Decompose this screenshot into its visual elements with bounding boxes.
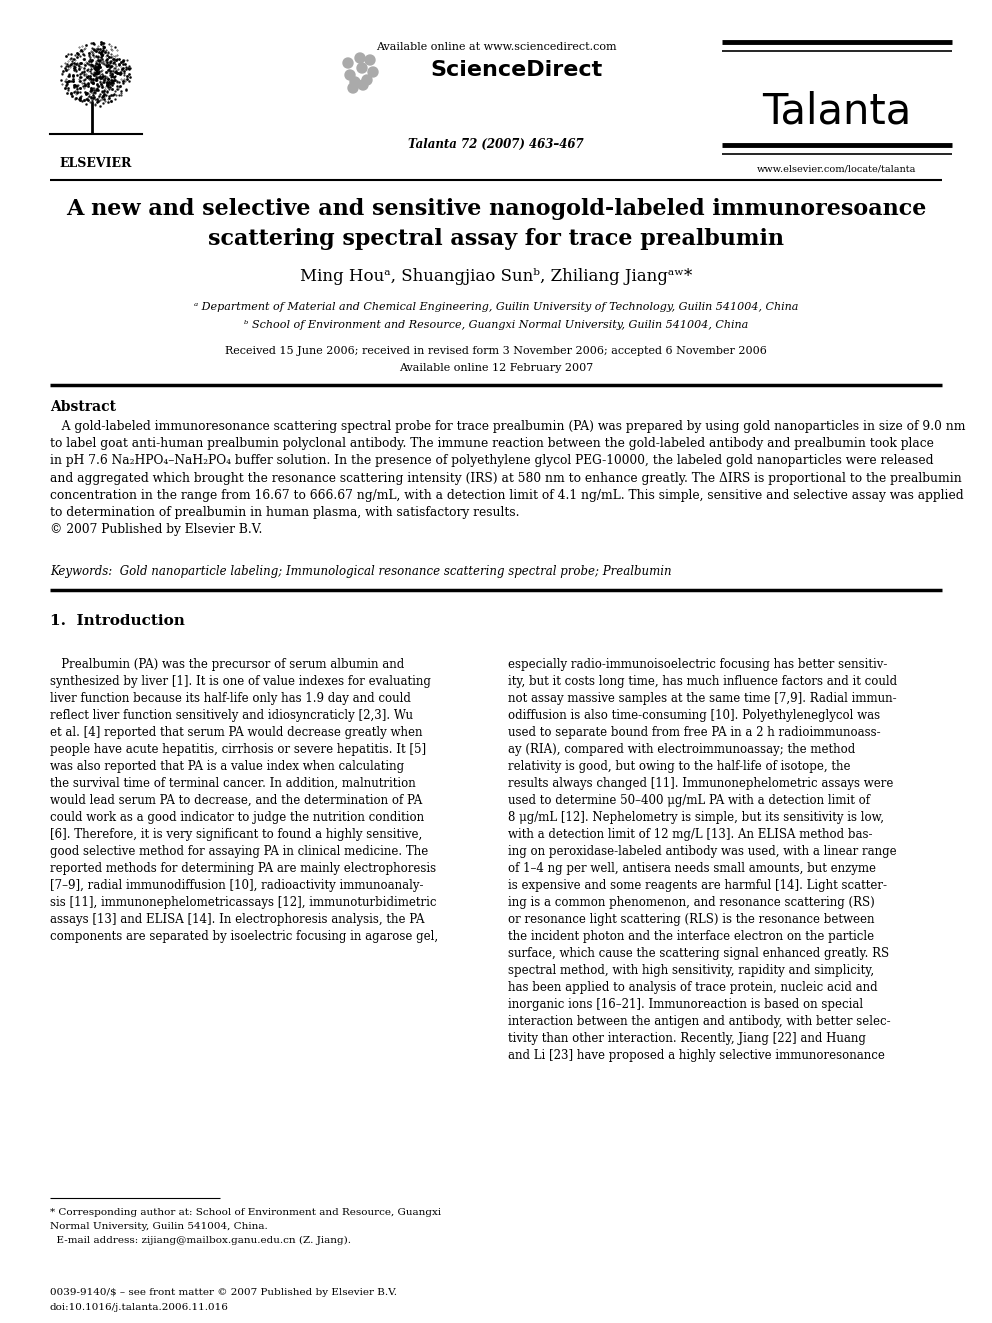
Text: ScienceDirect: ScienceDirect (430, 60, 602, 79)
Text: E-mail address: zijiang@mailbox.ganu.edu.cn (Z. Jiang).: E-mail address: zijiang@mailbox.ganu.edu… (50, 1236, 351, 1245)
Text: scattering spectral assay for trace prealbumin: scattering spectral assay for trace prea… (208, 228, 784, 250)
Circle shape (345, 70, 355, 79)
Text: especially radio-immunoisoelectric focusing has better sensitiv-
ity, but it cos: especially radio-immunoisoelectric focus… (508, 658, 897, 1062)
Text: Talanta: Talanta (763, 90, 912, 132)
Circle shape (365, 56, 375, 65)
Text: Talanta 72 (2007) 463–467: Talanta 72 (2007) 463–467 (408, 138, 584, 151)
Text: Available online at www.sciencedirect.com: Available online at www.sciencedirect.co… (376, 42, 616, 52)
Text: doi:10.1016/j.talanta.2006.11.016: doi:10.1016/j.talanta.2006.11.016 (50, 1303, 229, 1312)
Text: Normal University, Guilin 541004, China.: Normal University, Guilin 541004, China. (50, 1222, 268, 1230)
Text: ᵃ Department of Material and Chemical Engineering, Guilin University of Technolo: ᵃ Department of Material and Chemical En… (193, 302, 799, 312)
Text: Ming Houᵃ, Shuangjiao Sunᵇ, Zhiliang Jiangᵃʷ*: Ming Houᵃ, Shuangjiao Sunᵇ, Zhiliang Jia… (300, 269, 692, 284)
Circle shape (357, 64, 367, 73)
Text: 1.  Introduction: 1. Introduction (50, 614, 185, 628)
Text: Keywords:  Gold nanoparticle labeling; Immunological resonance scattering spectr: Keywords: Gold nanoparticle labeling; Im… (50, 565, 672, 578)
Circle shape (358, 79, 368, 90)
Text: www.elsevier.com/locate/talanta: www.elsevier.com/locate/talanta (757, 165, 917, 175)
Circle shape (348, 83, 358, 93)
Text: Received 15 June 2006; received in revised form 3 November 2006; accepted 6 Nove: Received 15 June 2006; received in revis… (225, 347, 767, 356)
Text: ELSEVIER: ELSEVIER (60, 157, 132, 169)
Text: 0039-9140/$ – see front matter © 2007 Published by Elsevier B.V.: 0039-9140/$ – see front matter © 2007 Pu… (50, 1289, 397, 1297)
Text: A new and selective and sensitive nanogold-labeled immunoresoance: A new and selective and sensitive nanogo… (65, 198, 927, 220)
Circle shape (362, 75, 372, 85)
Circle shape (355, 53, 365, 64)
Text: Available online 12 February 2007: Available online 12 February 2007 (399, 363, 593, 373)
Text: ᵇ School of Environment and Resource, Guangxi Normal University, Guilin 541004, : ᵇ School of Environment and Resource, Gu… (244, 320, 748, 329)
Circle shape (368, 67, 378, 77)
Text: Abstract: Abstract (50, 400, 116, 414)
Text: A gold-labeled immunoresonance scattering spectral probe for trace prealbumin (P: A gold-labeled immunoresonance scatterin… (50, 419, 965, 536)
Circle shape (350, 77, 360, 87)
Text: * Corresponding author at: School of Environment and Resource, Guangxi: * Corresponding author at: School of Env… (50, 1208, 441, 1217)
Circle shape (343, 58, 353, 67)
Text: Prealbumin (PA) was the precursor of serum albumin and
synthesized by liver [1].: Prealbumin (PA) was the precursor of ser… (50, 658, 438, 943)
